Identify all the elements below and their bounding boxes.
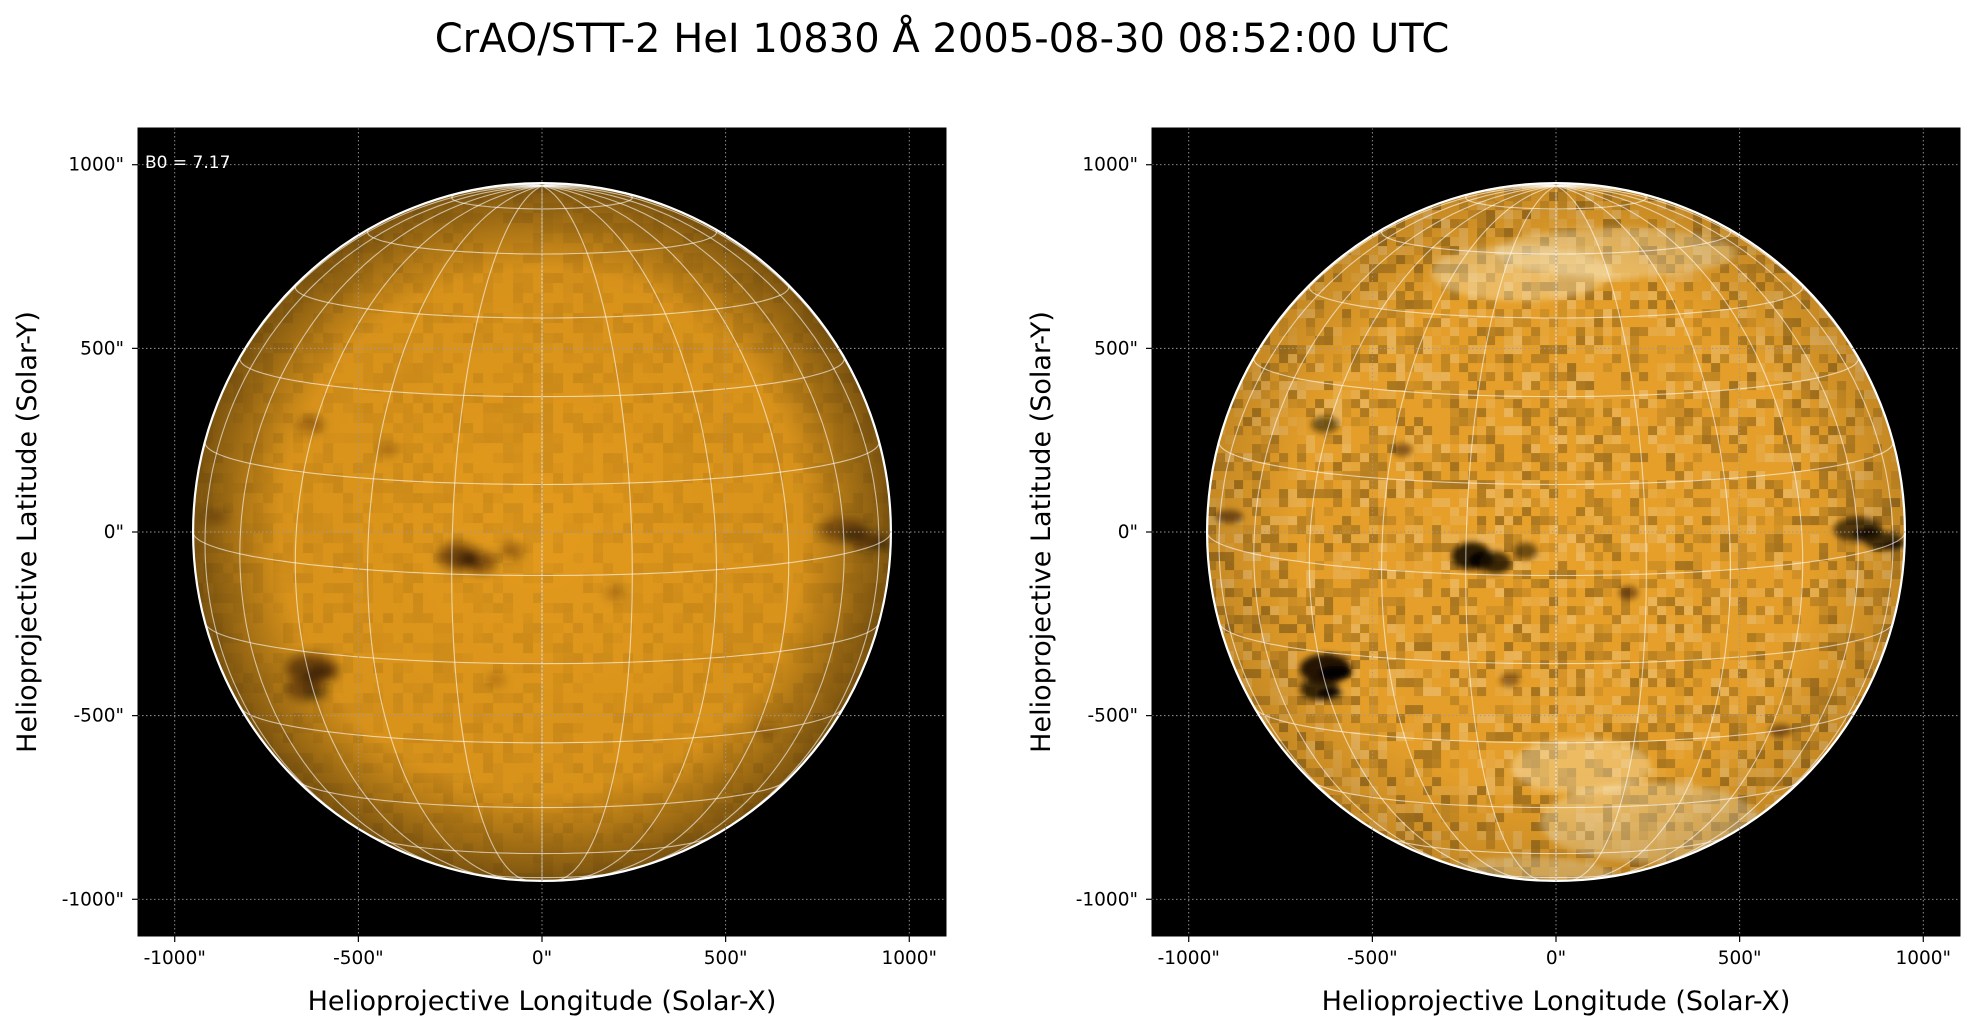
x-axis-label: Helioprojective Longitude (Solar-X) [1322,986,1791,1017]
axes-frame [137,127,947,937]
grid-line [541,185,633,882]
right-solar-disk-panel: -1000" -1000" -500" -500" 0" 0" 500" 500" 1000" 1… [1026,127,1961,1017]
grid-line [1206,531,1906,577]
axis-ticks: -1000" -1000" -500" -500" 0" 0" 500" 500" 1000" 1… [1076,155,1951,969]
grid-line [372,836,712,855]
x-tick-label: -500" [1347,948,1398,969]
grid-line [1380,185,1557,881]
y-tick-label: -500" [1088,706,1139,727]
x-axis-label: Helioprojective Longitude (Solar-X) [308,986,777,1017]
grid-line [1555,185,1647,882]
grid-line [1253,185,1557,872]
coordinate-grid [1152,128,1960,936]
grid-line [1555,185,1859,872]
axis-ticks: -1000" -1000" -500" -500" 0" 0" 500" 500" 1000" 1… [62,155,937,969]
grid-line [451,185,543,882]
grid-line [1386,836,1726,855]
y-tick-label: 0" [1118,522,1138,543]
y-tick-label: 0" [104,522,124,543]
grid-line [366,185,543,881]
grid-line [541,185,718,881]
x-tick-label: -1000" [144,948,206,969]
grid-line [1308,185,1557,878]
grid-line [239,185,543,872]
grid-line [1555,185,1894,849]
y-tick-label: -1000" [62,889,124,910]
b0-annotation: B0 = 7.17 [145,153,230,173]
grid-line [541,185,845,872]
x-tick-label: 1000" [881,948,937,969]
y-tick-label: 1000" [68,155,124,176]
x-tick-label: 0" [1546,948,1566,969]
grid-line [1218,622,1894,665]
grid-line [1308,283,1804,319]
x-tick-label: 1000" [1895,948,1951,969]
y-tick-label: 500" [80,338,124,359]
y-tick-label: 500" [1094,338,1138,359]
figure-title: CrAO/STT-2 HeI 10830 Å 2005-08-30 08:52:… [435,14,1450,62]
grid-line [1311,780,1801,809]
grid-line [1380,227,1732,255]
grid-line [541,185,790,878]
y-axis-label: Helioprojective Latitude (Solar-Y) [1026,311,1057,753]
grid-line [294,185,543,878]
x-tick-label: 0" [532,948,552,969]
grid-line [204,622,880,665]
grid-line [1465,185,1557,882]
grid-line [541,185,880,849]
grid-line [204,185,543,849]
grid-line [241,708,843,744]
grid-line [294,283,790,319]
left-solar-disk-panel: -1000" -1000" -500" -500" 0" 0" 500" 500" 1000" 1… [12,127,947,1017]
grid-line [1218,185,1557,849]
x-tick-label: 500" [1718,948,1762,969]
grid-line [192,531,892,577]
y-axis-label: Helioprojective Latitude (Solar-Y) [12,311,43,753]
x-tick-label: -500" [333,948,384,969]
solar-disk-image [1207,183,1905,881]
axes-frame [1151,127,1961,937]
grid-line [366,227,718,255]
y-tick-label: -500" [74,706,125,727]
grid-line [297,780,787,809]
x-tick-label: 500" [704,948,748,969]
y-tick-label: -1000" [1076,889,1138,910]
coordinate-grid [138,128,946,936]
grid-line [1555,185,1804,878]
y-tick-label: 1000" [1082,155,1138,176]
grid-line [1555,185,1732,881]
x-tick-label: -1000" [1158,948,1220,969]
grid-line [1255,708,1857,744]
